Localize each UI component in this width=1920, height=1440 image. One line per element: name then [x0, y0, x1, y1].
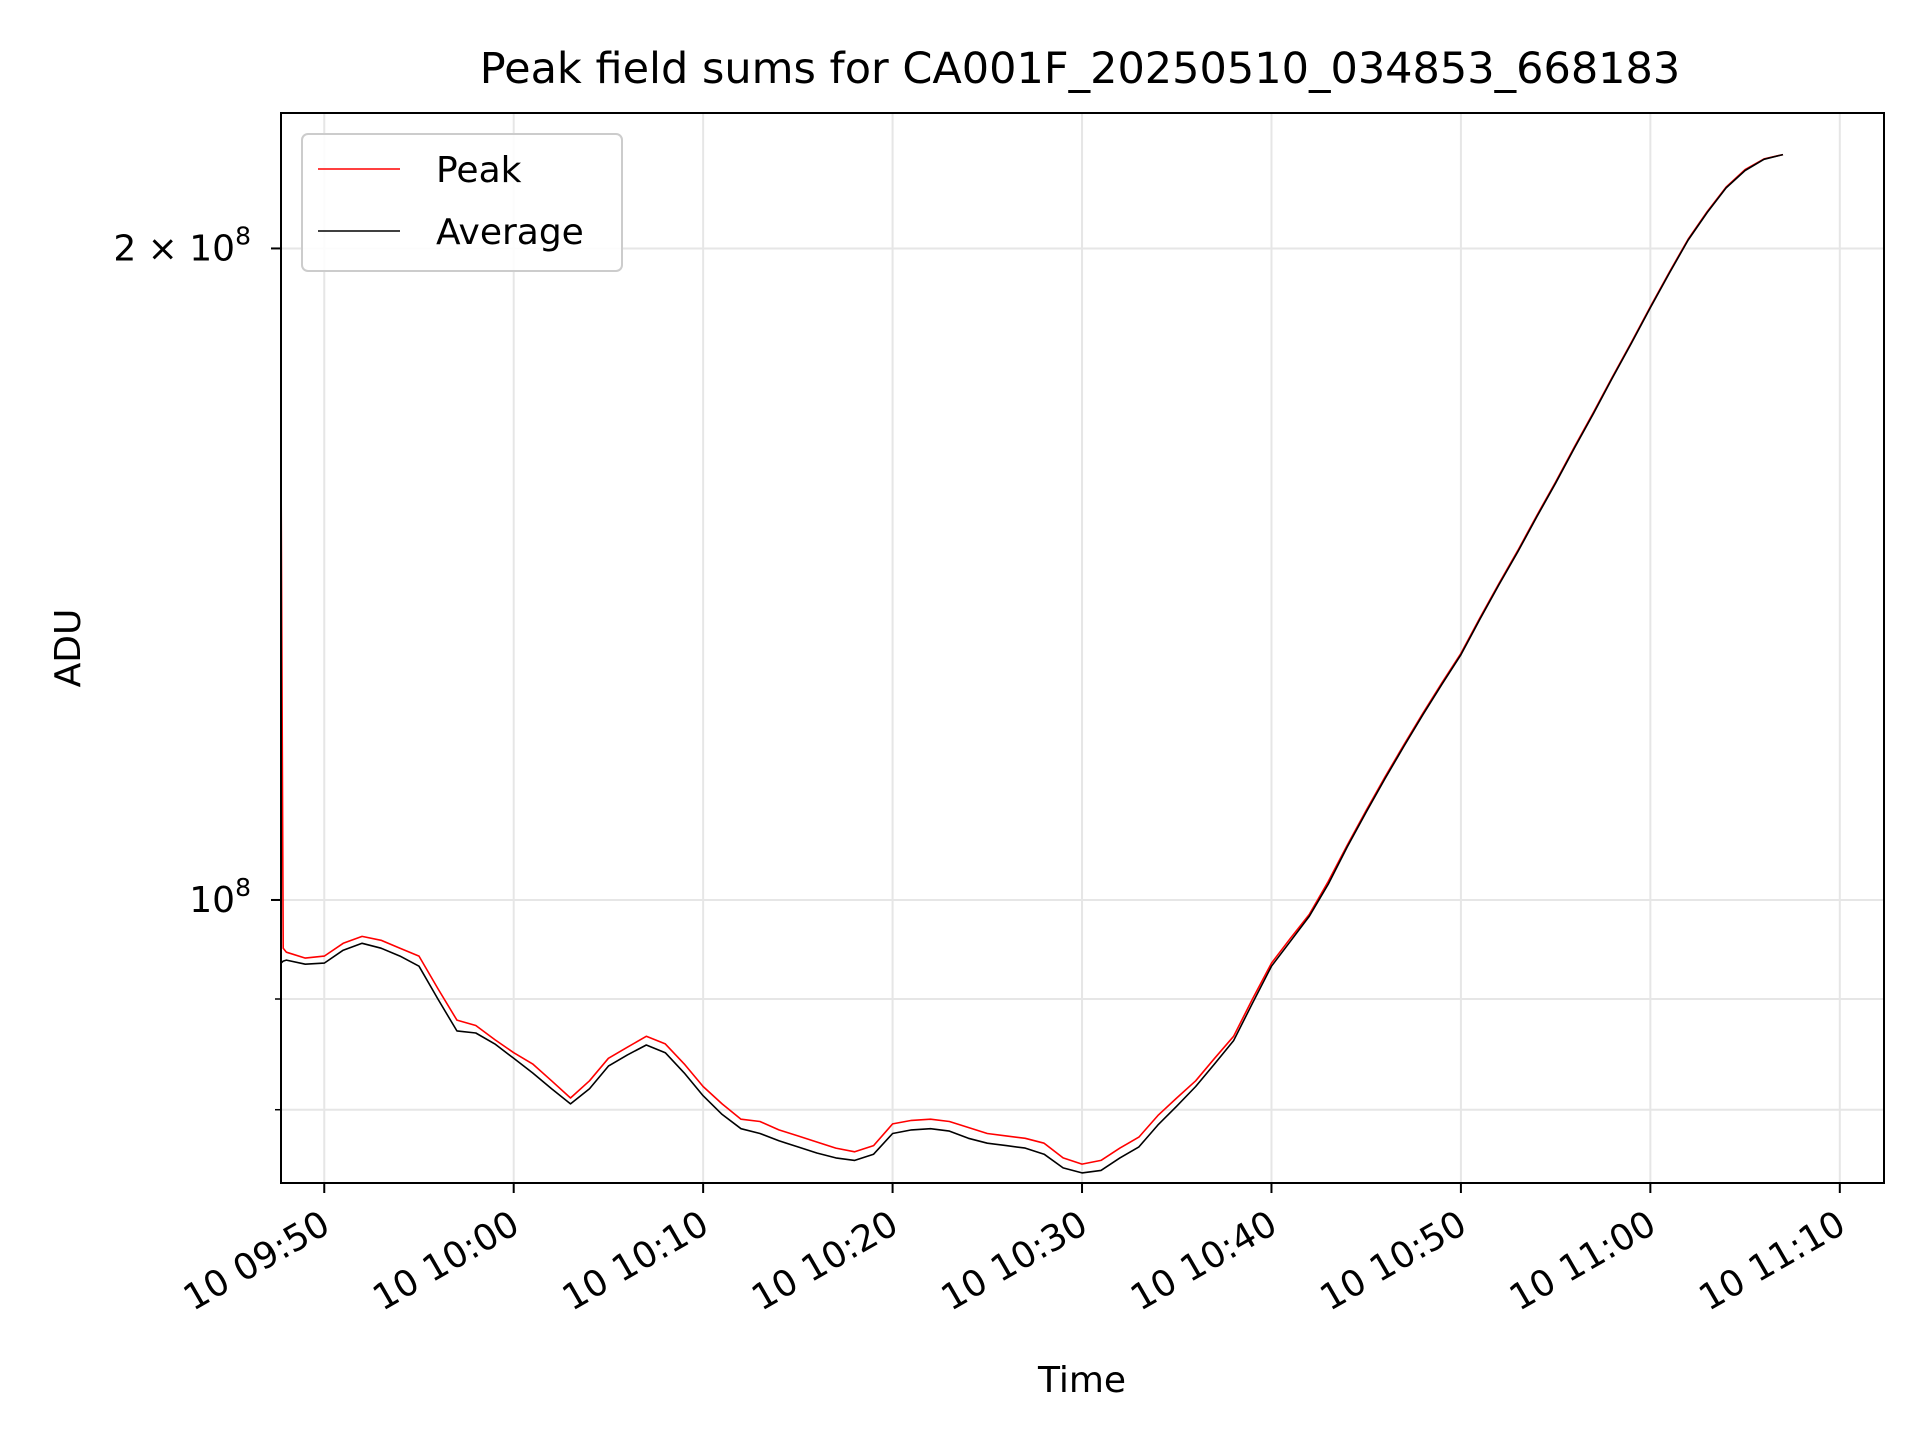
legend: Peak Average — [301, 133, 623, 272]
x-axis-label: Time — [1037, 1360, 1126, 1401]
legend-label-peak: Peak — [436, 150, 522, 191]
chart-title: Peak field sums for CA001F_20250510_0348… — [480, 44, 1681, 94]
y-tick-label: 108 — [189, 873, 251, 921]
series-line-average — [280, 153, 1784, 1174]
legend-label-average: Average — [436, 212, 584, 253]
gridlines — [281, 113, 1884, 1183]
y-axis-label: ADU — [48, 609, 89, 688]
series-lines — [280, 153, 1784, 1174]
y-axis: 108 2 × 108 — [113, 221, 281, 1111]
y-tick-label: 2 × 108 — [113, 221, 251, 269]
